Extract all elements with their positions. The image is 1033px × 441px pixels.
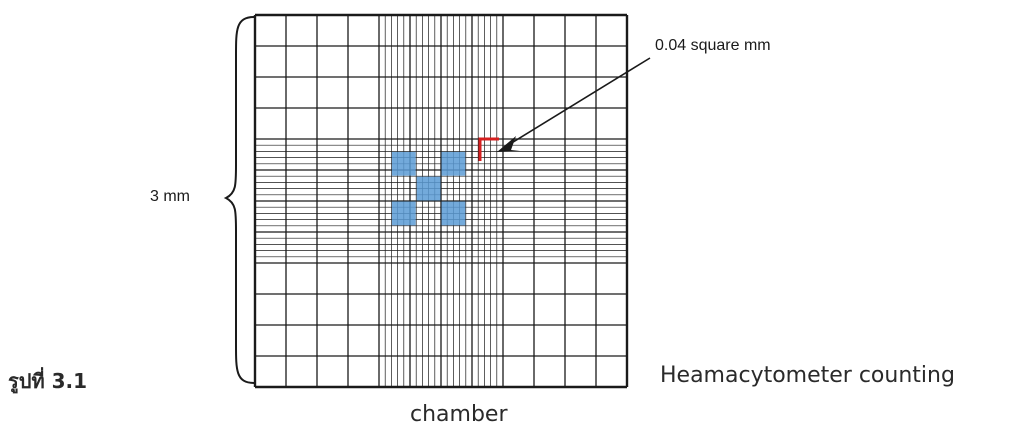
counting-grid xyxy=(253,13,629,389)
highlighted-count-square xyxy=(441,151,466,176)
highlighted-squares xyxy=(391,151,466,226)
callout-corner-marker xyxy=(478,137,499,161)
highlighted-count-square xyxy=(441,201,466,226)
highlighted-count-square xyxy=(391,201,416,226)
highlighted-count-square xyxy=(391,151,416,176)
left-brace xyxy=(223,16,255,384)
callout-arrowhead xyxy=(497,136,520,152)
callout-area-label: 0.04 square mm xyxy=(655,37,771,54)
figure-caption: Heamacytometer counting xyxy=(660,363,955,388)
figure-caption-continuation: chamber xyxy=(410,402,508,427)
highlighted-count-square xyxy=(416,176,441,201)
side-length-label: 3 mm xyxy=(150,188,190,205)
figure-number: รูปที่ 3.1 xyxy=(8,369,88,393)
callout-arrow-line xyxy=(504,57,651,148)
